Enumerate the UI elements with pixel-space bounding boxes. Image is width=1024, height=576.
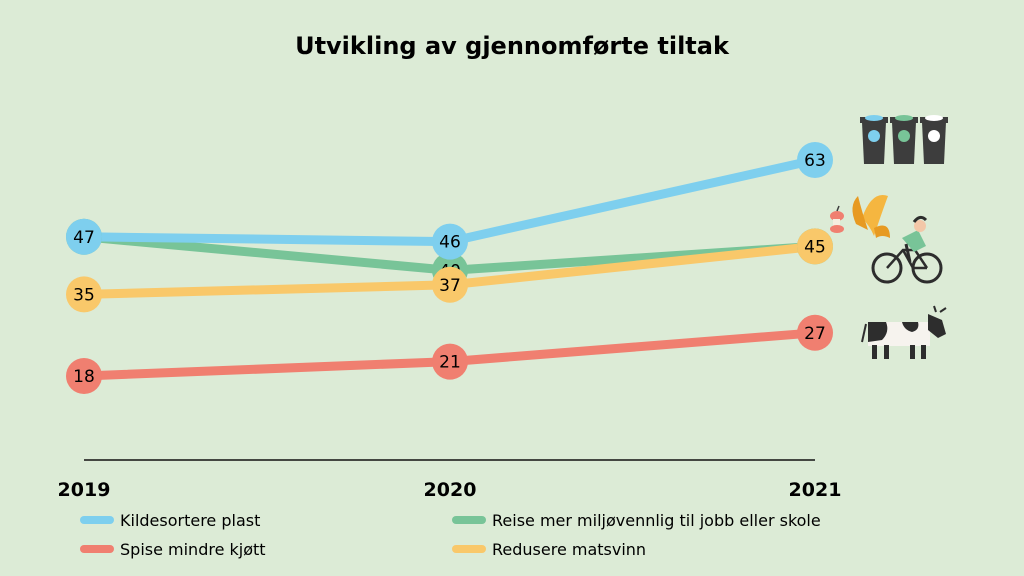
data-point xyxy=(797,314,833,351)
data-label: 27 xyxy=(804,324,826,344)
data-label: 21 xyxy=(439,353,461,373)
data-point xyxy=(432,223,468,260)
data-points: 474735184046372163454527 xyxy=(66,142,833,394)
data-point xyxy=(797,142,833,178)
x-tick-label: 2020 xyxy=(424,479,477,501)
x-axis-ticks: 2019 2020 2021 xyxy=(58,479,842,501)
data-point xyxy=(432,266,468,303)
cow-icon xyxy=(861,305,947,359)
data-point xyxy=(797,228,833,265)
chart-title: Utvikling av gjennomførte tiltak xyxy=(295,32,730,60)
x-tick-label: 2021 xyxy=(789,479,842,501)
food-waste-icon xyxy=(830,194,890,238)
x-tick-label: 2019 xyxy=(58,479,111,501)
legend-label: Kildesortere plast xyxy=(120,511,260,530)
legend: Kildesortere plast Reise mer miljøvennlig… xyxy=(80,511,821,559)
data-label: 37 xyxy=(439,276,461,296)
data-label: 18 xyxy=(73,367,95,387)
data-point xyxy=(66,358,102,394)
recycling-bins-icon xyxy=(860,115,948,164)
data-label: 35 xyxy=(73,285,95,305)
data-label: 63 xyxy=(804,151,826,171)
data-label: 45 xyxy=(804,237,826,257)
data-point xyxy=(66,276,102,313)
legend-label: Reise mer miljøvennlig til jobb eller sk… xyxy=(492,511,821,530)
cyclist-icon xyxy=(871,215,943,284)
legend-label: Spise mindre kjøtt xyxy=(120,540,266,559)
data-label: 47 xyxy=(73,228,95,248)
data-point xyxy=(432,343,468,380)
legend-label: Redusere matsvinn xyxy=(492,540,646,559)
data-label: 46 xyxy=(439,233,461,253)
data-point xyxy=(66,218,102,255)
